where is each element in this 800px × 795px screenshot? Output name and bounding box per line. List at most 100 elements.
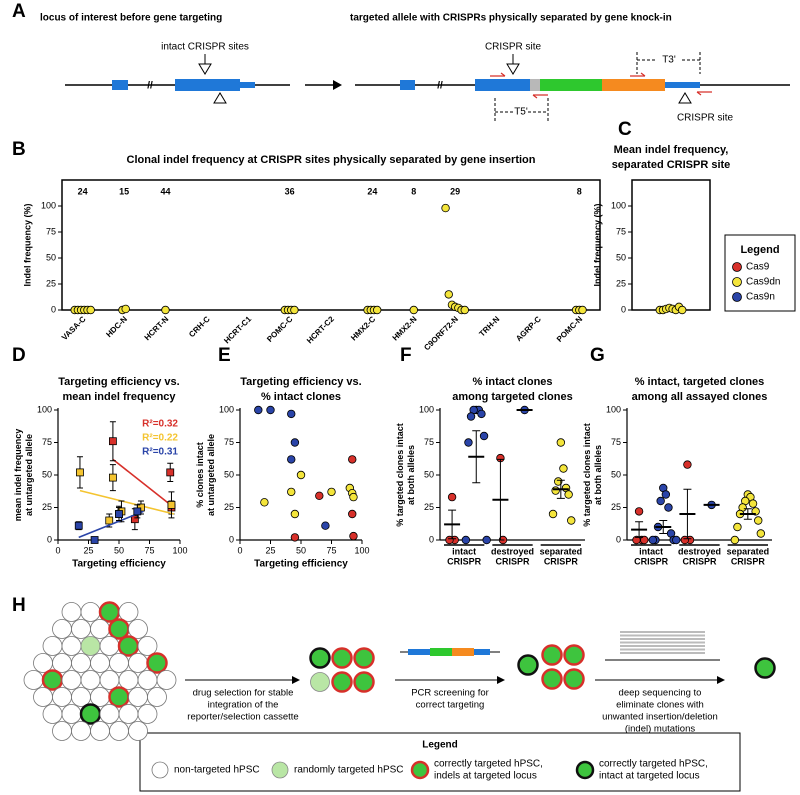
exon bbox=[400, 80, 415, 90]
x-tick-label: AGRP-C bbox=[514, 314, 543, 343]
fit-line bbox=[79, 489, 175, 515]
h-legend-label: randomly targeted hPSC bbox=[294, 765, 404, 776]
y-tick-label: 50 bbox=[46, 252, 56, 262]
data-point bbox=[683, 460, 692, 469]
data-point bbox=[730, 535, 740, 545]
cell bbox=[41, 669, 64, 691]
data-point bbox=[290, 438, 300, 447]
group-label: CRISPR bbox=[544, 556, 579, 566]
cassette-arm bbox=[408, 649, 430, 655]
chart-title: % intact clones bbox=[261, 391, 341, 403]
crispr-site bbox=[198, 63, 212, 75]
step-label: (indel) mutations bbox=[625, 724, 695, 735]
cell bbox=[118, 602, 139, 622]
group-label: destroyed bbox=[678, 546, 721, 556]
y-axis-label: at both alleles bbox=[593, 445, 603, 505]
cell bbox=[517, 654, 539, 676]
data-point bbox=[287, 487, 296, 497]
cell bbox=[128, 687, 148, 707]
step-label: reporter/selection cassette bbox=[187, 712, 298, 723]
cell bbox=[79, 703, 102, 725]
step-label: unwanted insertion/deletion bbox=[602, 712, 718, 723]
r2-label: R²=0.32 bbox=[142, 419, 178, 430]
y-tick-label: 25 bbox=[46, 278, 56, 288]
x-tick-label: 50 bbox=[114, 545, 124, 555]
data-point bbox=[86, 305, 95, 315]
data-point bbox=[287, 409, 296, 419]
step-label: drug selection for stable bbox=[193, 688, 294, 699]
group-label: intact bbox=[639, 546, 663, 556]
cell bbox=[90, 619, 110, 639]
t5-label: T5' bbox=[514, 107, 528, 118]
data-point bbox=[482, 535, 491, 545]
utr bbox=[240, 82, 255, 88]
data-point bbox=[296, 470, 306, 480]
data-point bbox=[445, 535, 454, 545]
cell bbox=[42, 704, 63, 724]
data-point bbox=[109, 473, 117, 482]
panel-label: F bbox=[400, 345, 412, 366]
step-label: deep sequencing to bbox=[619, 688, 702, 699]
utr bbox=[665, 82, 700, 88]
data-point bbox=[672, 535, 681, 545]
x-tick-label: HMX2-N bbox=[391, 314, 419, 342]
legend-label: Cas9 bbox=[746, 262, 770, 273]
data-point bbox=[664, 503, 673, 512]
panel-label: D bbox=[12, 345, 26, 366]
cell bbox=[118, 704, 139, 724]
data-point bbox=[733, 522, 742, 532]
data-point bbox=[578, 305, 587, 315]
data-point bbox=[678, 305, 687, 315]
x-tick-label: 0 bbox=[55, 545, 60, 555]
cell bbox=[754, 657, 776, 679]
cell bbox=[575, 760, 595, 780]
cell bbox=[61, 704, 82, 724]
site-label: CRISPR site bbox=[485, 42, 542, 53]
chart-title: Clonal indel frequency at CRISPR sites p… bbox=[127, 154, 536, 166]
group-label: intact bbox=[452, 546, 476, 556]
y-axis-label: % targeted clones intact bbox=[582, 423, 592, 527]
group-label: separated bbox=[727, 546, 770, 556]
t5-bracket bbox=[494, 98, 549, 122]
cell bbox=[310, 672, 330, 692]
data-point bbox=[466, 412, 476, 421]
data-point bbox=[290, 533, 300, 542]
x-tick-label: POMC-N bbox=[555, 314, 584, 343]
data-point bbox=[661, 490, 671, 499]
y-tick-label: 0 bbox=[621, 304, 626, 314]
y-axis-label: Indel frequency (%) bbox=[592, 203, 602, 286]
site-label: CRISPR site bbox=[677, 113, 734, 124]
step-label: PCR screening for bbox=[411, 688, 489, 699]
cell bbox=[90, 721, 110, 741]
y-axis-label: % clones intact bbox=[195, 442, 205, 508]
site-label: intact CRISPR sites bbox=[161, 42, 249, 53]
chart-title: separated CRISPR site bbox=[612, 159, 731, 171]
plot-frame bbox=[631, 179, 711, 311]
cell bbox=[71, 619, 91, 639]
cassette-sel bbox=[452, 648, 474, 656]
chart-title: Targeting efficiency vs. bbox=[240, 376, 361, 388]
chart-title: among targeted clones bbox=[452, 391, 572, 403]
arrow-head bbox=[497, 676, 505, 684]
data-point bbox=[477, 409, 486, 419]
y-tick-label: 0 bbox=[429, 534, 434, 544]
h-legend-box bbox=[139, 732, 741, 792]
data-point bbox=[567, 516, 576, 525]
data-point bbox=[166, 468, 175, 477]
panel-label: C bbox=[618, 119, 632, 140]
y-axis-label: mean indel frequency bbox=[13, 429, 23, 522]
y-axis-label: % targeted clones intact bbox=[395, 423, 405, 527]
cell bbox=[61, 602, 82, 622]
data-point bbox=[254, 405, 263, 415]
x-tick-label: HCRT-N bbox=[143, 314, 171, 342]
data-point bbox=[551, 486, 560, 495]
y-tick-label: 100 bbox=[219, 404, 234, 414]
cell bbox=[61, 670, 82, 690]
cell bbox=[80, 602, 101, 622]
cell bbox=[353, 671, 375, 693]
data-point bbox=[115, 510, 123, 518]
cell bbox=[128, 721, 148, 741]
cell bbox=[541, 668, 563, 690]
data-point bbox=[290, 305, 299, 315]
